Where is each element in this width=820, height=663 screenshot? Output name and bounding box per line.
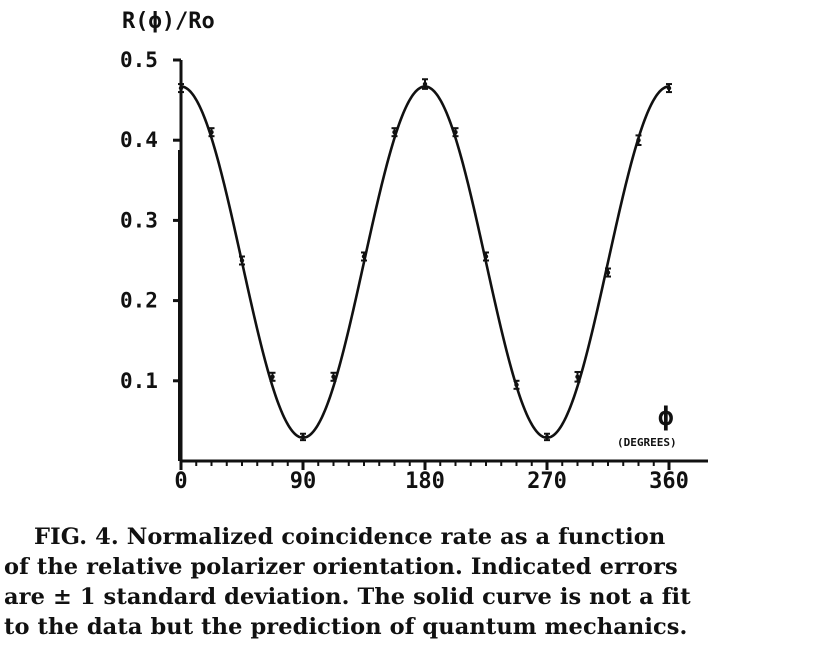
data-point	[239, 258, 245, 263]
data-point	[361, 254, 367, 259]
caption-line: are ± 1 standard deviation. The solid cu…	[4, 584, 691, 610]
y-tick-label: 0.1	[120, 369, 158, 393]
data-point	[331, 374, 336, 379]
y-tick-label: 0.3	[120, 208, 158, 232]
data-point	[178, 85, 184, 91]
y-tick-label: 0.2	[120, 289, 158, 313]
x-tick-label: 360	[649, 469, 689, 494]
x-tick-label: 270	[527, 469, 567, 494]
points-layer	[178, 78, 672, 442]
data-point	[666, 85, 672, 91]
caption-line: FIG. 4. Normalized coincidence rate as a…	[34, 524, 666, 550]
data-point	[483, 254, 489, 259]
prediction-curve	[180, 85, 670, 440]
y-tick-label: 0.4	[120, 128, 158, 152]
curve-layer	[180, 85, 670, 440]
y-tick-label: 0.5	[120, 48, 158, 72]
figure-caption: FIG. 4. Normalized coincidence rate as a…	[4, 522, 816, 642]
data-point	[514, 382, 519, 388]
x-tick-label: 0	[174, 469, 187, 494]
caption-line: of the relative polarizer orientation. I…	[4, 554, 678, 580]
chart: R(ϕ)/Ro 0.1 0.2 0.3 0.4 0.5 0 90 180 270 360 ϕ (D…	[120, 9, 708, 494]
data-point	[453, 129, 458, 135]
data-point	[392, 129, 397, 135]
data-point	[300, 434, 306, 440]
x-tick-label: 180	[405, 469, 445, 494]
data-point	[209, 129, 214, 135]
caption-line: to the data but the prediction of quantu…	[4, 614, 688, 640]
tick-labels: 0.1 0.2 0.3 0.4 0.5 0 90 180 270 360	[120, 48, 689, 494]
data-point	[605, 270, 611, 275]
data-point	[270, 374, 275, 379]
axes	[173, 58, 708, 470]
x-tick-label: 90	[290, 469, 317, 494]
x-axis-title: ϕ	[658, 402, 674, 432]
data-point	[544, 434, 550, 440]
y-axis-title: R(ϕ)/Ro	[122, 9, 215, 34]
data-point	[636, 138, 641, 143]
x-axis-unit: (DEGREES)	[617, 436, 677, 449]
data-point	[422, 81, 428, 87]
data-point	[575, 374, 580, 379]
